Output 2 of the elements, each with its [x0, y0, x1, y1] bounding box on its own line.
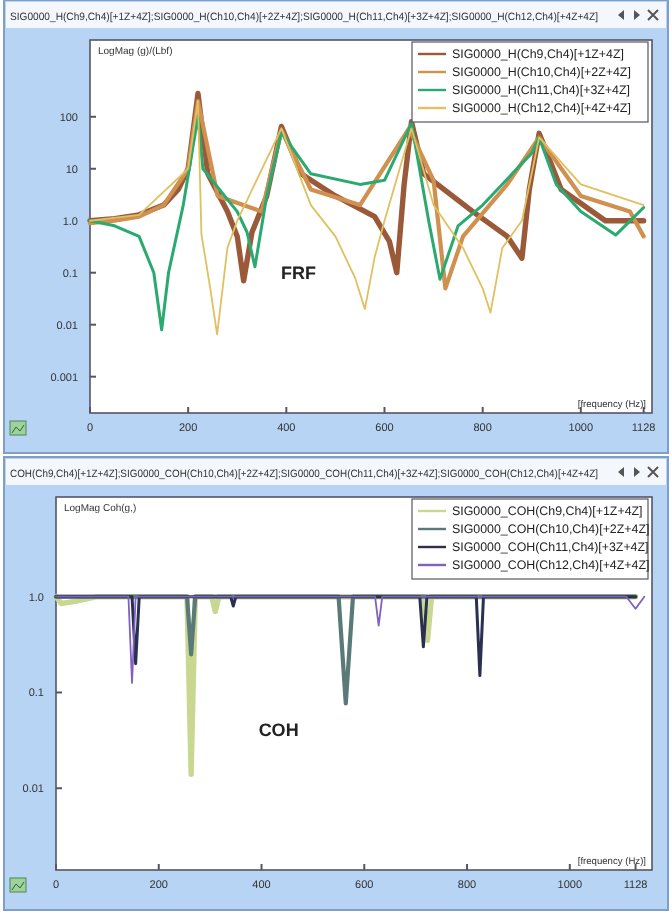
annotation: FRF: [281, 262, 318, 283]
annotation: COH: [258, 719, 299, 740]
